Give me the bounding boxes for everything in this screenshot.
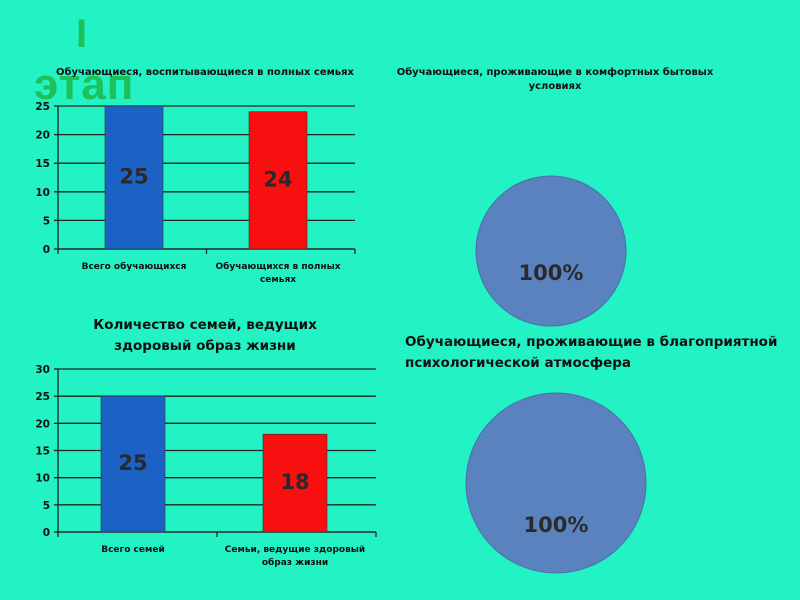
chart1-category-label: Всего обучающихся xyxy=(82,261,187,272)
chart1-data-label: 25 xyxy=(119,165,148,189)
chart4-title: Обучающиеся, проживающие в благоприятной… xyxy=(405,334,778,371)
chart3-y-tick-label: 25 xyxy=(35,391,50,403)
chart3-y-tick-label: 5 xyxy=(43,500,50,512)
chart3-y-tick-label: 10 xyxy=(35,473,50,485)
chart3-y-tick-label: 30 xyxy=(35,364,50,376)
chart2-title: Обучающиеся, проживающие в комфортных бы… xyxy=(396,67,714,92)
stage-number: I xyxy=(76,12,88,56)
chart1-data-label: 24 xyxy=(263,167,292,191)
chart1-bar xyxy=(104,105,164,250)
chart3-data-label: 25 xyxy=(118,451,147,475)
chart3-data-label: 18 xyxy=(280,470,309,494)
chart3-y-tick-label: 0 xyxy=(43,527,50,539)
chart1-y-tick-label: 25 xyxy=(35,101,50,113)
chart3-category-label: Семьи, ведущие здоровый образ жизни xyxy=(225,545,366,568)
chart3-y-tick-label: 15 xyxy=(35,446,50,458)
chart3-bar xyxy=(100,395,166,533)
chart1-category-label: Обучающихся в полных семьях xyxy=(215,261,340,285)
chart1-title: Обучающиеся, воспитывающиеся в полных се… xyxy=(55,67,355,78)
chart3-title: Количество семей, ведущих здоровый образ… xyxy=(93,317,317,354)
stage-label: этап xyxy=(34,60,135,109)
chart4-pie-slice xyxy=(465,392,647,574)
chart3-bar xyxy=(262,433,328,533)
chart2-slice-label: 100% xyxy=(519,261,584,285)
chart1-y-tick-label: 20 xyxy=(35,130,50,142)
chart1-bar xyxy=(248,111,308,250)
chart3-y-tick-label: 20 xyxy=(35,418,50,430)
chart1-y-tick-label: 10 xyxy=(35,187,50,199)
chart1-y-tick-label: 0 xyxy=(43,244,50,256)
chart1-y-tick-label: 5 xyxy=(43,215,50,227)
chart3-category-label: Всего семей xyxy=(101,545,165,555)
chart2-pie-slice xyxy=(475,175,627,327)
chart4-slice-label: 100% xyxy=(524,513,589,537)
chart1-y-tick-label: 15 xyxy=(35,158,50,170)
